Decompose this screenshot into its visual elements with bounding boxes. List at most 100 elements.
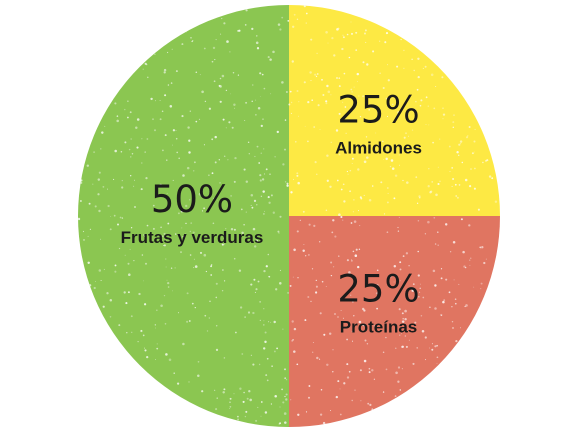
- speckle-dot: [268, 275, 270, 278]
- speckle-dot: [263, 148, 265, 150]
- speckle-dot: [252, 311, 255, 315]
- speckle-dot: [180, 210, 184, 213]
- speckle-dot: [283, 412, 287, 415]
- speckle-dot: [442, 300, 445, 304]
- speckle-dot: [121, 180, 123, 182]
- speckle-dot: [406, 181, 409, 184]
- speckle-dot: [114, 102, 117, 105]
- speckle-dot: [131, 331, 133, 333]
- speckle-dot: [107, 188, 109, 190]
- speckle-dot: [392, 103, 394, 106]
- speckle-dot: [452, 121, 455, 124]
- speckle-dot: [307, 396, 311, 399]
- speckle-dot: [319, 129, 321, 131]
- speckle-dot: [146, 224, 149, 227]
- speckle-dot: [142, 334, 145, 337]
- speckle-dot: [386, 231, 389, 234]
- speckle-dot: [309, 71, 312, 74]
- speckle-dot: [385, 32, 389, 35]
- speckle-dot: [208, 174, 210, 177]
- speckle-dot: [197, 360, 200, 363]
- speckle-dot: [126, 331, 128, 334]
- speckle-dot: [130, 315, 133, 318]
- speckle-dot: [464, 305, 466, 308]
- speckle-dot: [118, 247, 121, 250]
- speckle-dot: [371, 369, 374, 372]
- speckle-dot: [227, 159, 229, 161]
- speckle-dot: [189, 254, 192, 256]
- speckle-dot: [398, 154, 400, 156]
- speckle-dot: [130, 175, 132, 177]
- speckle-dot: [323, 333, 326, 336]
- speckle-dot: [394, 174, 398, 177]
- speckle-dot: [164, 94, 167, 97]
- speckle-dot: [419, 283, 421, 285]
- speckle-dot: [250, 354, 252, 356]
- speckle-dot: [359, 369, 362, 372]
- speckle-dot: [331, 231, 334, 234]
- pie-slice-almidones: [289, 5, 500, 216]
- speckle-dot: [358, 95, 360, 97]
- speckle-dot: [282, 163, 285, 166]
- slices-layer: [78, 5, 500, 427]
- speckle-dot: [175, 233, 177, 235]
- speckle-dot: [391, 274, 394, 276]
- speckle-dot: [194, 161, 196, 164]
- speckle-dot: [346, 376, 350, 379]
- speckle-dot: [411, 129, 414, 131]
- speckle-dot: [401, 368, 403, 370]
- speckle-dot: [163, 244, 166, 247]
- speckle-dot: [314, 73, 317, 76]
- speckle-dot: [150, 97, 153, 101]
- speckle-dot: [346, 338, 348, 341]
- speckle-dot: [232, 71, 235, 74]
- speckle-dot: [452, 177, 455, 181]
- speckle-dot: [247, 141, 250, 144]
- speckle-dot: [291, 339, 294, 342]
- speckle-dot: [338, 77, 341, 79]
- speckle-dot: [145, 176, 148, 180]
- speckle-dot: [435, 86, 437, 88]
- speckle-dot: [208, 317, 210, 319]
- speckle-dot: [367, 402, 370, 405]
- speckle-dot: [163, 71, 166, 74]
- speckle-dot: [315, 75, 318, 78]
- speckle-dot: [175, 70, 178, 73]
- speckle-dot: [266, 357, 269, 360]
- speckle-dot: [422, 296, 425, 299]
- speckle-dot: [229, 408, 231, 410]
- speckle-dot: [397, 226, 399, 229]
- speckle-dot: [431, 348, 434, 351]
- speckle-dot: [214, 59, 216, 61]
- speckle-dot: [230, 227, 234, 231]
- speckle-dot: [348, 370, 351, 373]
- speckle-dot: [106, 292, 109, 295]
- speckle-dot: [477, 208, 480, 211]
- speckle-dot: [480, 248, 482, 250]
- speckle-dot: [315, 279, 317, 282]
- speckle-dot: [263, 87, 266, 90]
- speckle-dot: [336, 179, 339, 182]
- speckle-dot: [338, 255, 340, 257]
- speckle-dot: [397, 366, 401, 369]
- speckle-dot: [268, 321, 270, 323]
- speckle-dot: [190, 222, 193, 224]
- speckle-dot: [160, 304, 163, 308]
- speckle-dot: [328, 332, 332, 335]
- speckle-dot: [160, 226, 162, 229]
- speckle-dot: [327, 90, 331, 94]
- speckle-dot: [182, 174, 185, 177]
- speckle-dot: [366, 63, 369, 66]
- speckle-dot: [319, 241, 321, 243]
- speckle-dot: [152, 118, 154, 121]
- speckle-dot: [263, 269, 266, 273]
- speckle-dot: [399, 389, 402, 391]
- speckle-dot: [305, 255, 307, 257]
- speckle-dot: [233, 103, 236, 106]
- speckle-dot: [103, 268, 105, 270]
- speckle-dot: [192, 40, 194, 42]
- speckle-dot: [272, 50, 275, 54]
- speckle-dot: [219, 100, 222, 103]
- speckle-dot: [229, 405, 232, 408]
